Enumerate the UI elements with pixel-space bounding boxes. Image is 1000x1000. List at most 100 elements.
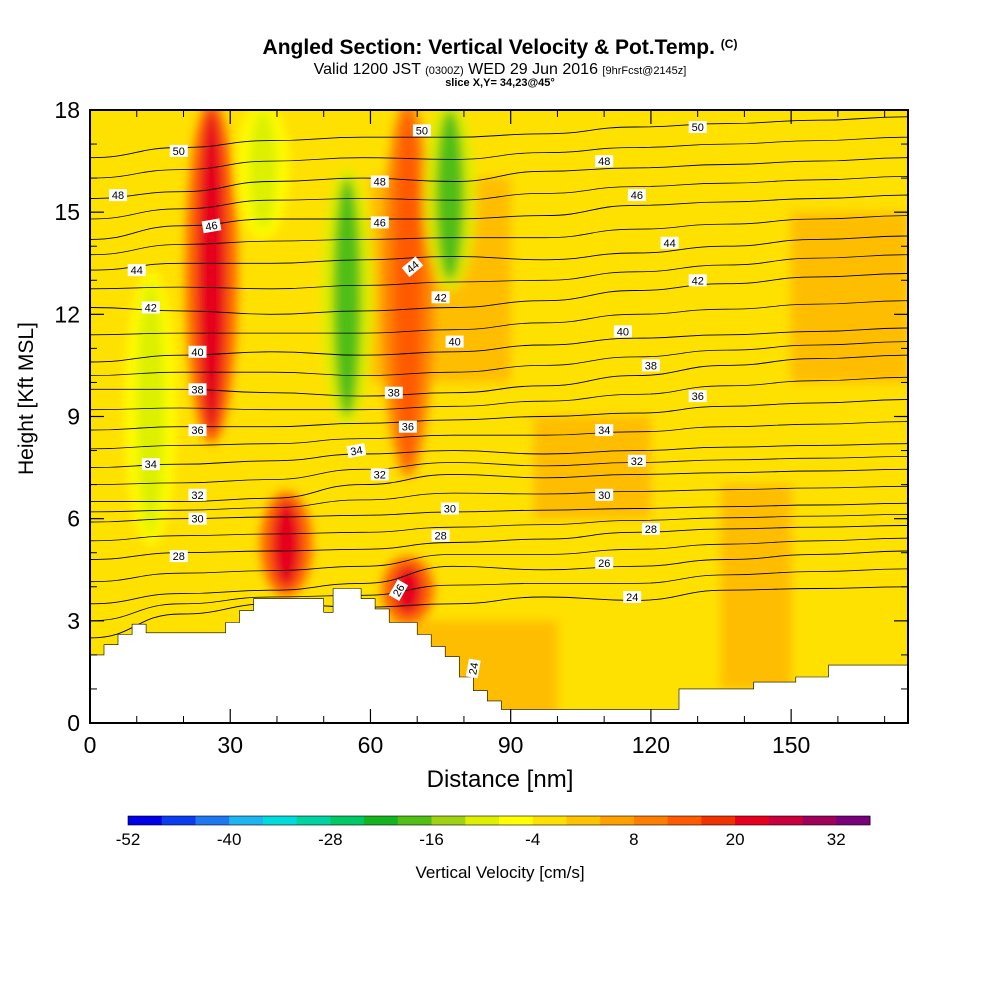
isotherm-intermediate-0 (90, 568, 908, 622)
svg-text:36: 36 (191, 425, 203, 437)
colorbar-tick-label-1: -40 (217, 830, 242, 849)
isotherm-label-35: 48 (370, 175, 389, 189)
isotherm-lines (90, 116, 908, 639)
colorbar-swatch-9 (431, 816, 466, 825)
y-tick-label-3: 9 (67, 404, 80, 430)
svg-text:48: 48 (112, 190, 124, 202)
svg-text:28: 28 (434, 531, 446, 543)
isotherm-32 (90, 468, 908, 503)
isotherm-label-33: 46 (627, 189, 646, 202)
y-tick-label-6: 18 (54, 97, 80, 123)
isotherm-label-11: 32 (370, 468, 389, 481)
isotherm-label-39: 50 (688, 121, 707, 134)
isotherm-label-24: 40 (613, 325, 632, 338)
colorbar-tick-label-4: -4 (525, 830, 540, 849)
isotherm-intermediate-7 (90, 341, 908, 377)
isotherm-label-9: 30 (595, 488, 614, 502)
colorbar-tick-label-3: -16 (419, 830, 444, 849)
isotherm-label-18: 36 (688, 390, 707, 403)
colorbar-swatch-15 (633, 816, 669, 825)
isotherm-intermediate-8 (90, 300, 908, 336)
isotherm-label-19: 38 (188, 383, 207, 396)
subtitle-forecast: [9hrFcst@2145z] (602, 65, 687, 77)
isotherm-label-6: 28 (641, 522, 660, 536)
subtitle-valid: Valid 1200 JST (313, 61, 421, 78)
isotherm-intermediate-10 (90, 215, 908, 256)
y-tick-label-1: 3 (67, 608, 80, 634)
background-shade-4 (791, 212, 908, 383)
colorbar-swatch-17 (701, 816, 736, 825)
isotherm-label-4: 28 (169, 550, 188, 563)
colorbar-swatch-1 (161, 816, 196, 825)
isotherm-label-25: 42 (141, 301, 160, 315)
svg-text:38: 38 (645, 360, 657, 372)
colorbar-swatch-2 (195, 816, 230, 825)
x-tick-label-4: 120 (632, 732, 670, 758)
subtitle-zulu: (0300Z) (425, 65, 464, 77)
isotherm-label-5: 28 (431, 529, 450, 543)
svg-text:34: 34 (145, 459, 157, 471)
isotherm-34 (90, 443, 908, 469)
svg-text:40: 40 (617, 326, 629, 338)
background-shade-1 (721, 484, 792, 689)
colorbar-swatch-8 (397, 816, 433, 825)
svg-text:36: 36 (402, 422, 414, 434)
x-tick-label-3: 90 (498, 732, 524, 758)
subtitle-date: WED 29 Jun 2016 (468, 61, 598, 78)
isotherm-30 (90, 502, 908, 523)
svg-text:30: 30 (598, 490, 610, 502)
isotherm-26 (90, 550, 908, 605)
svg-text:24: 24 (626, 592, 638, 604)
colorbar-title: Vertical Velocity [cm/s] (415, 863, 585, 882)
isotherm-label-0: 24 (465, 658, 481, 679)
svg-text:46: 46 (374, 217, 386, 229)
chart-title: Angled Section: Vertical Velocity & Pot.… (0, 36, 1000, 60)
colorbar-swatch-14 (600, 816, 635, 825)
updraft-zone-2 (393, 110, 422, 468)
svg-text:40: 40 (191, 347, 203, 359)
isotherm-label-15: 34 (595, 424, 614, 437)
x-tick-label-1: 30 (217, 732, 243, 758)
isotherm-label-21: 38 (641, 359, 660, 372)
isotherm-label-34: 48 (109, 189, 127, 202)
colorbar-swatch-21 (836, 816, 871, 825)
isotherm-36 (90, 399, 908, 431)
slice-info: slice X,Y= 34,23@45° (445, 77, 555, 89)
isotherm-label-20: 38 (384, 386, 403, 400)
colorbar-tick-label-7: 32 (827, 830, 846, 849)
svg-text:50: 50 (692, 122, 704, 134)
colorbar-swatch-10 (465, 816, 500, 825)
isotherm-48 (90, 157, 908, 199)
isotherm-label-31: 46 (201, 218, 222, 234)
colorbar: -52 -40 -28 -16 -4 8 20 32 (116, 815, 871, 849)
plot-background (90, 110, 908, 723)
svg-text:50: 50 (416, 125, 428, 137)
isotherm-label-17: 36 (398, 420, 417, 434)
colorbar-swatch-5 (296, 816, 331, 825)
colorbar-swatch-11 (499, 816, 534, 825)
svg-text:32: 32 (191, 490, 203, 502)
svg-text:38: 38 (191, 384, 203, 396)
isotherm-40 (90, 327, 908, 363)
isotherm-intermediate-11 (90, 176, 908, 220)
chart-subtitle: Valid 1200 JST (0300Z) WED 29 Jun 2016 [… (0, 61, 1000, 79)
svg-text:26: 26 (391, 582, 408, 599)
downdraft-zone-3 (435, 110, 464, 281)
svg-text:36: 36 (692, 391, 704, 403)
colorbar-swatch-19 (768, 816, 804, 825)
isotherm-label-36: 48 (595, 155, 614, 168)
x-axis-label: Distance [nm] (426, 766, 574, 793)
colorbar-swatch-4 (262, 816, 298, 825)
colorbar-swatch-16 (667, 816, 702, 825)
isotherm-46 (90, 194, 908, 240)
x-tick-label-2: 60 (358, 732, 384, 758)
isotherm-intermediate-2 (90, 514, 908, 542)
isotherm-intermediate-6 (90, 376, 908, 411)
colorbar-swatch-7 (364, 816, 399, 825)
svg-text:24: 24 (467, 662, 481, 676)
isotherm-28 (90, 525, 908, 560)
isotherm-label-2: 26 (595, 556, 614, 570)
y-tick-label-5: 15 (54, 199, 80, 225)
